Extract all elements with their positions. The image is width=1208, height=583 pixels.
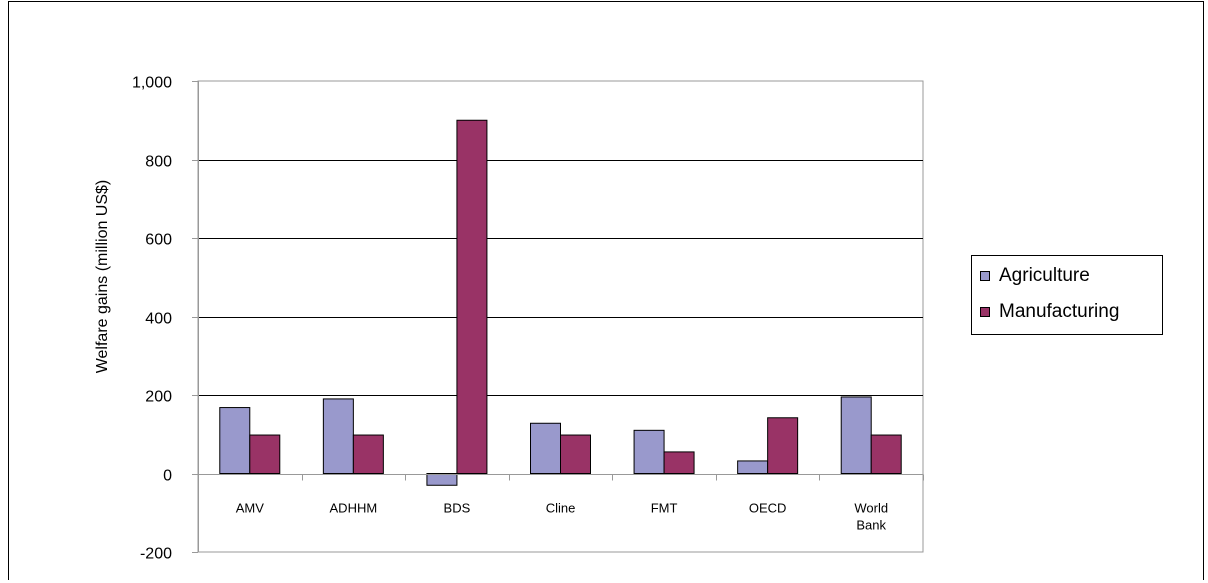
bar-agriculture-amv	[219, 407, 251, 474]
bar-chart: -200 0 200 400 600 800 1,000 AMV ADHHM BDS Cline FM…	[94, 75, 924, 563]
legend: Agriculture Manufacturing	[971, 255, 1163, 335]
bar-manufacturing-cline	[560, 434, 591, 475]
bar-agriculture-world-bank	[840, 396, 872, 474]
x-category-label: FMT	[651, 501, 678, 516]
plot-area-border	[197, 80, 924, 553]
legend-label-agriculture: Agriculture	[999, 265, 1090, 286]
y-tick-label: 1,000	[132, 75, 172, 92]
y-tick-label: 400	[145, 311, 172, 328]
y-tick-label: 0	[163, 468, 172, 485]
bar-manufacturing-world-bank	[870, 434, 902, 475]
bar-manufacturing-amv	[249, 434, 281, 475]
bar-manufacturing-adhhm	[352, 434, 384, 475]
bar-agriculture-fmt	[633, 429, 665, 475]
bar-manufacturing-oecd	[767, 417, 799, 475]
y-tick-label: -200	[140, 546, 172, 563]
legend-label-manufacturing: Manufacturing	[999, 301, 1120, 322]
x-category-label: OECD	[749, 501, 787, 516]
legend-item-agriculture: Agriculture	[980, 264, 1090, 288]
bar-agriculture-adhhm	[322, 398, 354, 474]
y-tick-label: 800	[145, 154, 172, 171]
bar-manufacturing-fmt	[663, 451, 695, 475]
bar-agriculture-cline	[530, 422, 561, 475]
y-axis-title: Welfare gains (million US$)	[94, 180, 111, 374]
legend-swatch-agriculture	[980, 271, 990, 281]
plot-area: -200 0 200 400 600 800 1,000 AMV ADHHM BDS Cline FM…	[132, 75, 924, 563]
x-category-label: World Bank	[854, 501, 888, 533]
x-category-label: BDS	[444, 501, 471, 516]
bar-agriculture-oecd	[737, 460, 769, 475]
x-category-label: AMV	[236, 501, 265, 516]
legend-item-manufacturing: Manufacturing	[980, 300, 1119, 324]
y-tick-label: 600	[145, 232, 172, 249]
chart-frame: -200 0 200 400 600 800 1,000 AMV ADHHM BDS Cline FM…	[8, 1, 1204, 580]
bar-agriculture-bds	[426, 473, 458, 486]
bar-manufacturing-bds	[456, 119, 488, 474]
x-category-label: ADHHM	[330, 501, 378, 516]
y-tick-label: 200	[145, 389, 172, 406]
x-category-label: Cline	[546, 501, 576, 516]
legend-swatch-manufacturing	[980, 307, 990, 317]
